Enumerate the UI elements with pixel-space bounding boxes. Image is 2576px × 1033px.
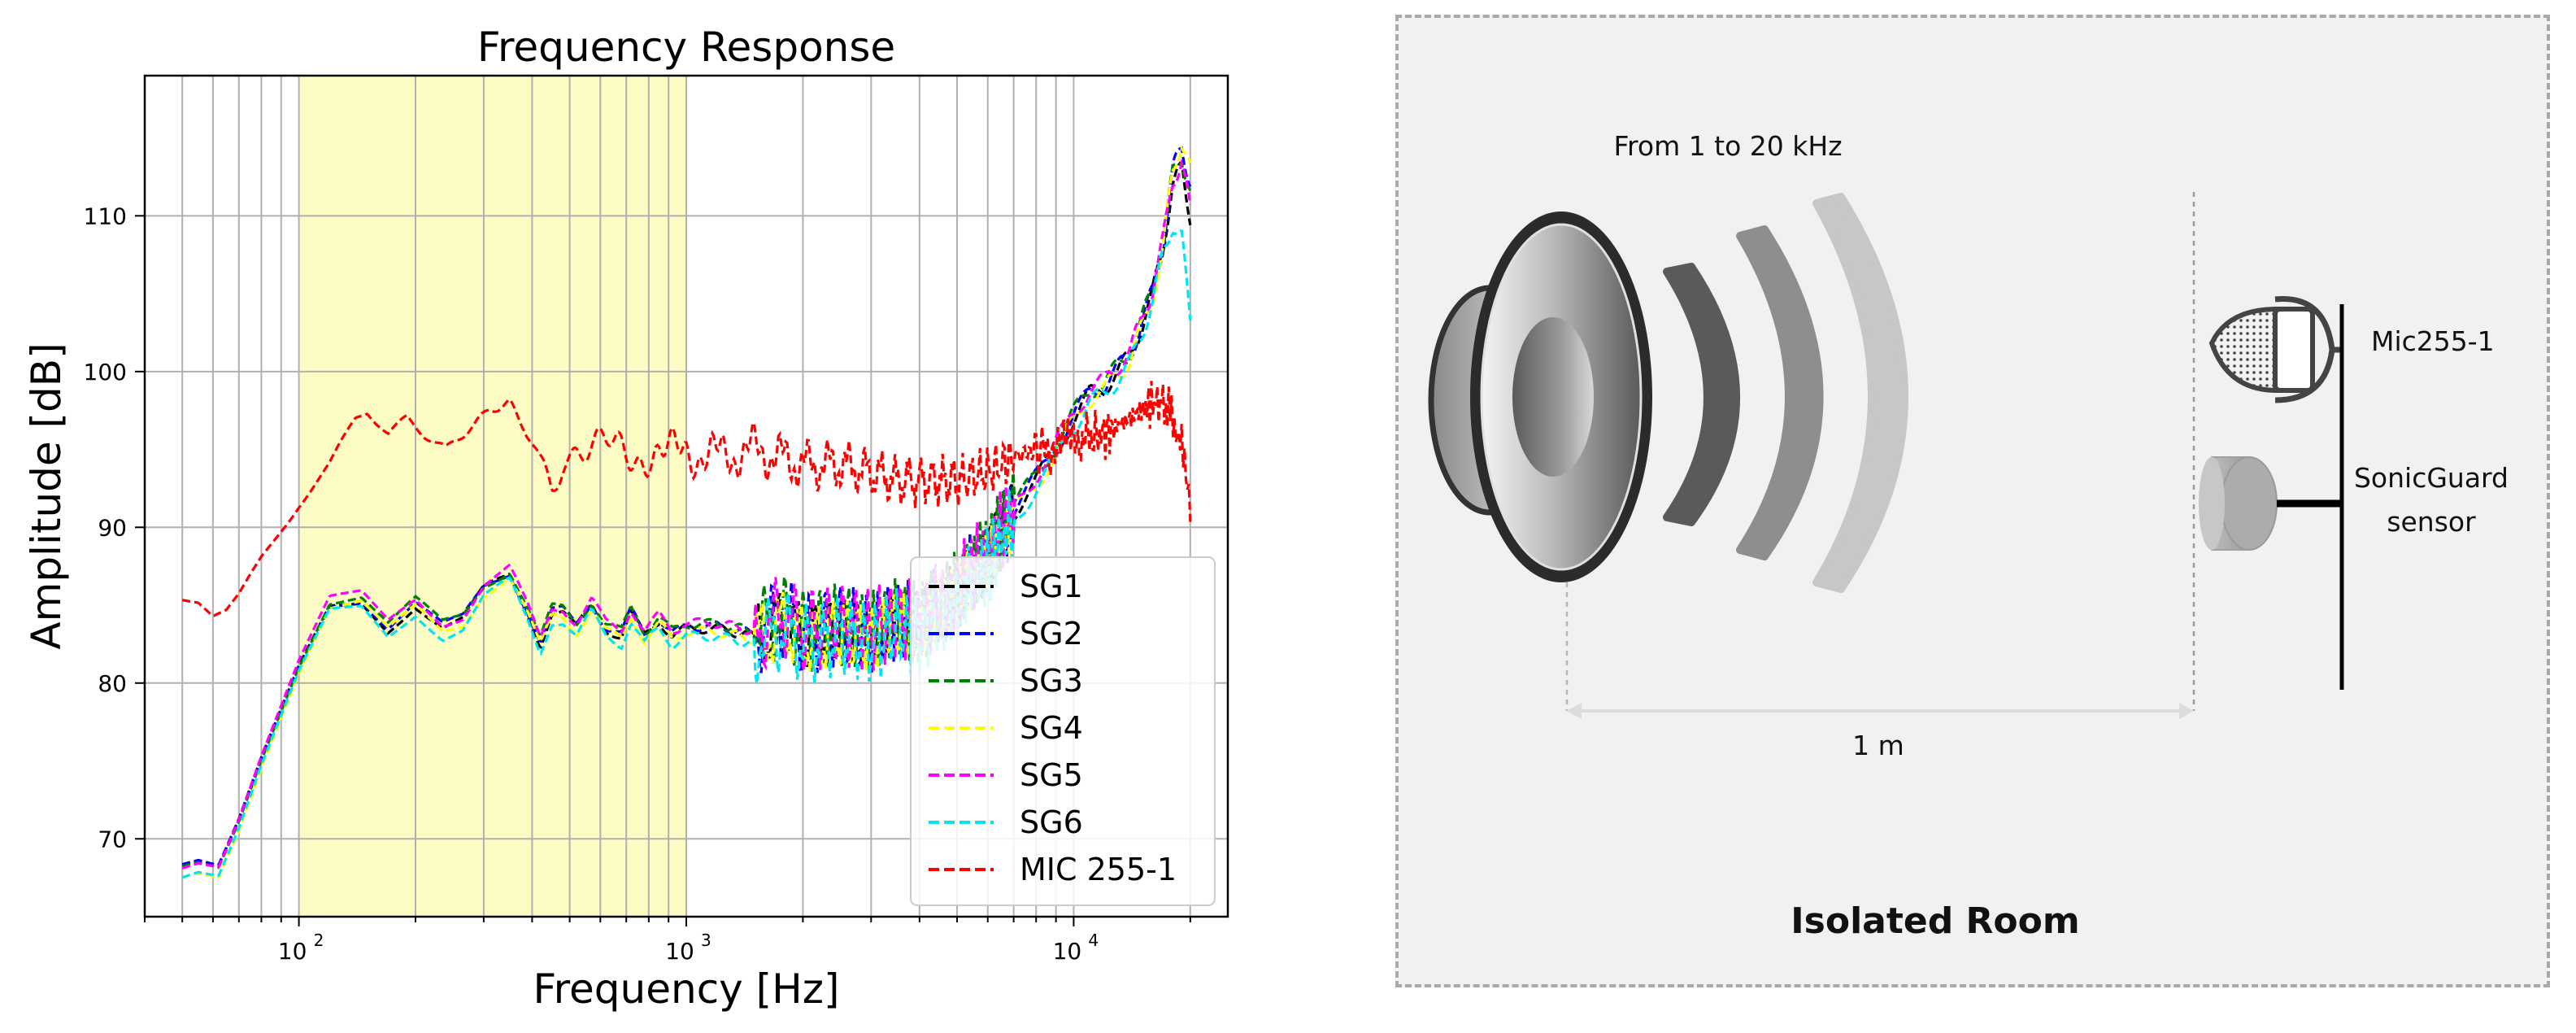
y-tick-label: 80 [98, 670, 127, 697]
legend-entry: SG3 [1020, 663, 1083, 699]
series-line-sg3 [181, 160, 1192, 870]
test-setup-diagram: From 1 to 20 kHz Mic255-1 SonicGuard sen… [1395, 15, 2550, 987]
x-tick-label: 10 [665, 938, 694, 965]
x-tick-label: 10 [1053, 938, 1082, 965]
series-line-sg5 [181, 158, 1192, 870]
x-axis-label: Frequency [Hz] [533, 965, 839, 1013]
legend-box [910, 556, 1216, 906]
distance-indicator [1565, 192, 2195, 719]
series-line-sg6 [181, 229, 1192, 879]
series-line-sg1 [181, 160, 1192, 867]
legend-entry: SG1 [1020, 569, 1083, 604]
microphone-label: Mic255-1 [2371, 325, 2495, 357]
curves [181, 145, 1192, 879]
sensor-label-line-2: sensor [2387, 506, 2476, 538]
y-tick-label: 100 [84, 359, 127, 386]
loudspeaker-icon [1428, 211, 1652, 582]
legend-entry: SG4 [1020, 710, 1083, 746]
sweep-range-label: From 1 to 20 kHz [1613, 130, 1843, 162]
frequency-response-chart: Frequency Response Frequency [Hz] Amplit… [0, 0, 1268, 1033]
axis-ticks: 70 80 90 100 110 10 2 10 3 10 4 [84, 203, 1191, 965]
y-axis-label: Amplitude [dB] [23, 342, 70, 649]
legend-entry: SG2 [1020, 616, 1083, 652]
legend-entry: SG5 [1020, 757, 1083, 793]
x-tick-exponent: 3 [701, 931, 711, 950]
sensor-label-line-1: SonicGuard [2353, 462, 2509, 494]
sound-waves-icon [1663, 193, 1908, 593]
sonicguard-sensor-icon [2199, 456, 2342, 551]
distance-label: 1 m [1852, 730, 1904, 761]
series-line-mic-255-1 [181, 381, 1192, 617]
room-label: Isolated Room [1791, 900, 2080, 942]
legend-entry: MIC 255-1 [1020, 852, 1177, 887]
y-tick-label: 90 [98, 514, 127, 541]
y-tick-label: 70 [98, 826, 127, 852]
chart-title: Frequency Response [477, 24, 895, 71]
legend: SG1 SG2 SG3 SG4 SG5 SG6 MIC 255-1 [910, 556, 1216, 906]
legend-entry: SG6 [1020, 804, 1083, 840]
highlight-band [298, 76, 686, 917]
x-tick-label: 10 [278, 938, 307, 965]
x-tick-exponent: 2 [314, 931, 324, 950]
y-tick-label: 110 [84, 203, 127, 229]
x-tick-exponent: 4 [1088, 931, 1099, 950]
microphone-icon [2208, 296, 2342, 403]
